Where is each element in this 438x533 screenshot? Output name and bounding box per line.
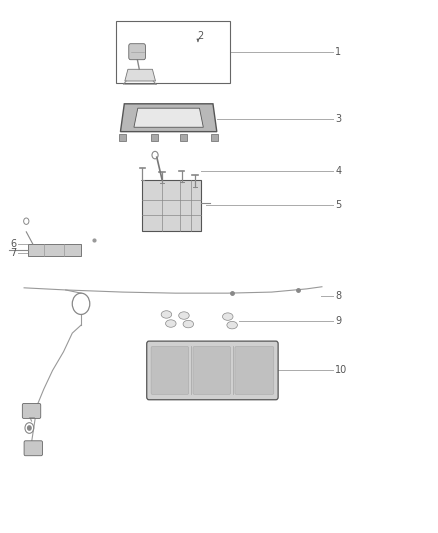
FancyBboxPatch shape <box>147 341 278 400</box>
FancyBboxPatch shape <box>193 346 230 394</box>
Text: 2: 2 <box>197 31 203 41</box>
Polygon shape <box>28 244 81 256</box>
Polygon shape <box>125 69 155 81</box>
Text: 6: 6 <box>11 239 17 249</box>
Text: 7: 7 <box>11 248 17 258</box>
Bar <box>151 134 158 141</box>
Text: 8: 8 <box>335 292 341 301</box>
Text: 9: 9 <box>335 316 341 326</box>
FancyBboxPatch shape <box>151 346 189 394</box>
FancyBboxPatch shape <box>22 403 41 418</box>
Polygon shape <box>134 108 203 127</box>
Bar <box>119 134 126 141</box>
Ellipse shape <box>161 311 172 318</box>
Text: 4: 4 <box>335 166 341 175</box>
FancyBboxPatch shape <box>235 346 274 394</box>
Ellipse shape <box>223 313 233 320</box>
Text: 1: 1 <box>335 47 341 57</box>
Bar <box>212 134 219 141</box>
Bar <box>116 21 230 83</box>
FancyBboxPatch shape <box>24 441 42 456</box>
Text: 3: 3 <box>335 115 341 124</box>
Ellipse shape <box>166 320 176 327</box>
Ellipse shape <box>227 321 237 329</box>
Polygon shape <box>142 180 201 231</box>
Text: 5: 5 <box>335 200 341 210</box>
Bar <box>180 134 187 141</box>
FancyBboxPatch shape <box>129 44 145 60</box>
Text: 10: 10 <box>335 366 347 375</box>
Ellipse shape <box>183 320 194 328</box>
Polygon shape <box>120 104 217 132</box>
Ellipse shape <box>179 312 189 319</box>
Circle shape <box>28 426 31 430</box>
